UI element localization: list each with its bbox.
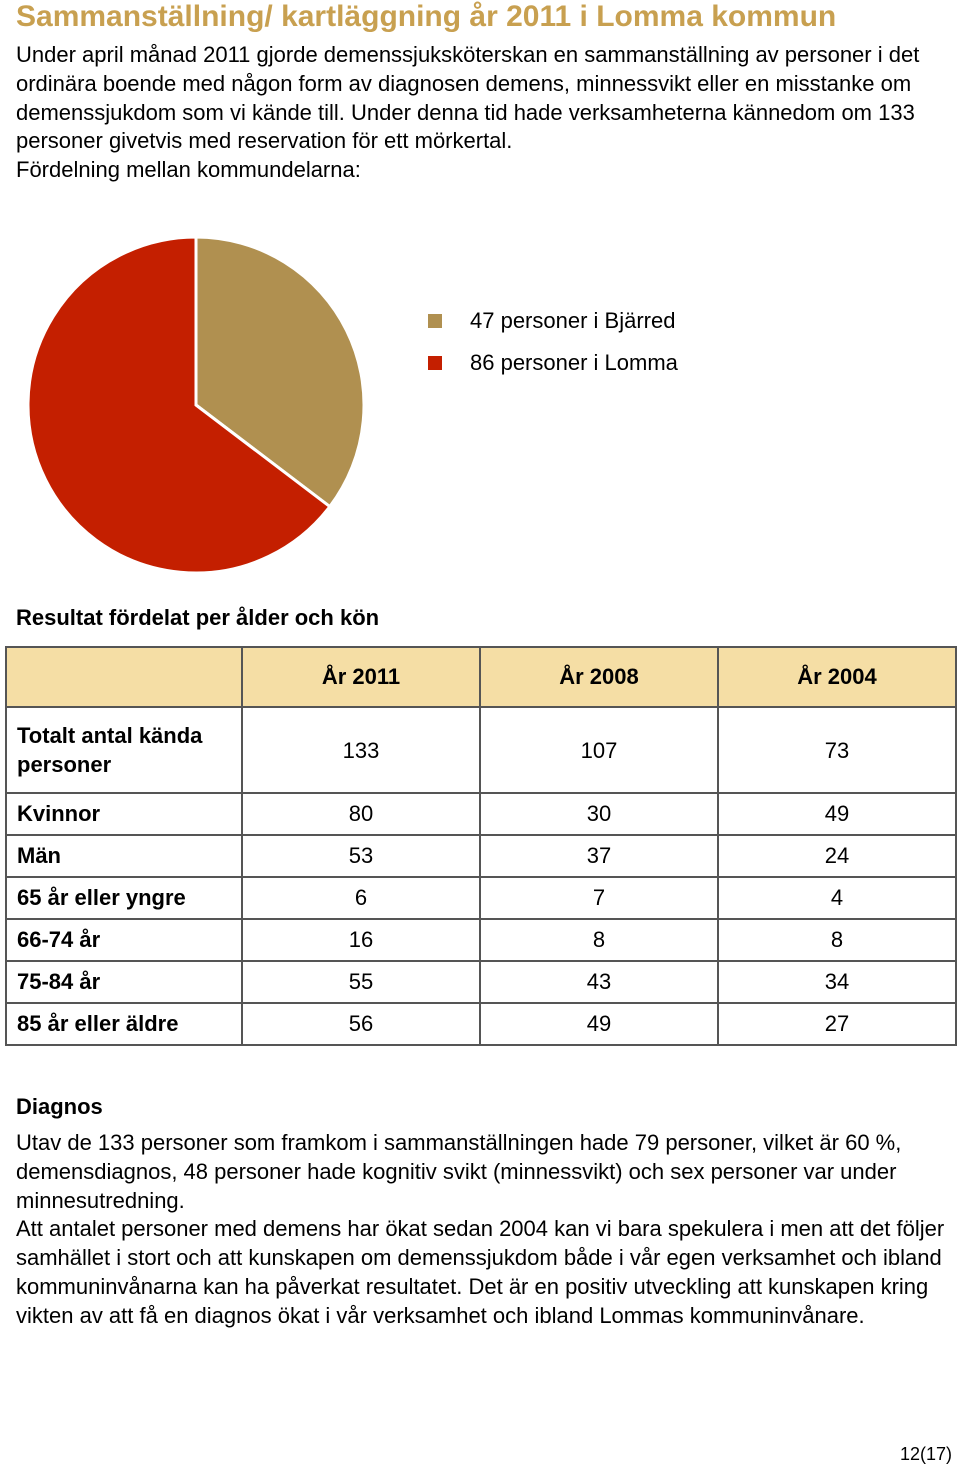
row-label: 66-74 år (5, 918, 243, 962)
row-label: 75-84 år (5, 960, 243, 1004)
cell-2004: 49 (717, 792, 957, 836)
row-label: 85 år eller äldre (5, 1002, 243, 1046)
distribution-label: Fördelning mellan kommundelarna: (16, 157, 361, 183)
row-label: 65 år eller yngre (5, 876, 243, 920)
legend-label-lomma: 86 personer i Lomma (470, 350, 678, 375)
diagnos-paragraph-1: Utav de 133 personer som framkom i samma… (16, 1130, 902, 1213)
results-table: År 2011 År 2008 År 2004 Totalt antal kän… (5, 646, 957, 1046)
table-row: 85 år eller äldre 56 49 27 (5, 1002, 957, 1046)
diagnos-heading: Diagnos (16, 1094, 103, 1119)
table-row: 66-74 år 16 8 8 (5, 918, 957, 962)
cell-2011: 80 (241, 792, 481, 836)
results-heading: Resultat fördelat per ålder och kön (16, 605, 380, 630)
pie-chart (26, 235, 366, 575)
table-row: 65 år eller yngre 6 7 4 (5, 876, 957, 920)
cell-2011: 56 (241, 1002, 481, 1046)
cell-2008: 30 (479, 792, 719, 836)
table-header-2011: År 2011 (241, 646, 481, 708)
row-label: Män (5, 834, 243, 878)
legend-swatch-lomma (428, 356, 442, 370)
cell-2004: 4 (717, 876, 957, 920)
row-label: Kvinnor (5, 792, 243, 836)
cell-2008: 37 (479, 834, 719, 878)
cell-2004: 27 (717, 1002, 957, 1046)
legend-item-bjarred: 47 personer i Bjärred (428, 300, 678, 342)
cell-2008: 7 (479, 876, 719, 920)
table-row: Totalt antal kända personer 133 107 73 (5, 706, 957, 794)
table-row: Män 53 37 24 (5, 834, 957, 878)
cell-2011: 6 (241, 876, 481, 920)
table-header-2008: År 2008 (479, 646, 719, 708)
cell-2011: 55 (241, 960, 481, 1004)
cell-2004: 24 (717, 834, 957, 878)
pie-slice-lomma (26, 235, 332, 575)
chart-legend: 47 personer i Bjärred 86 personer i Lomm… (428, 300, 678, 384)
table-row: Kvinnor 80 30 49 (5, 792, 957, 836)
diagnos-paragraph-2: Att antalet personer med demens har ökat… (16, 1216, 945, 1328)
legend-label-bjarred: 47 personer i Bjärred (470, 308, 676, 333)
cell-2004: 8 (717, 918, 957, 962)
legend-item-lomma: 86 personer i Lomma (428, 342, 678, 384)
cell-2011: 133 (241, 706, 481, 794)
table-header-2004: År 2004 (717, 646, 957, 708)
page-number: 12(17) (899, 1444, 952, 1464)
cell-2004: 34 (717, 960, 957, 1004)
intro-paragraph: Under april månad 2011 gjorde demenssjuk… (16, 42, 920, 154)
pie-slice-bjarred (194, 235, 366, 509)
legend-swatch-bjarred (428, 314, 442, 328)
cell-2008: 49 (479, 1002, 719, 1046)
cell-2011: 16 (241, 918, 481, 962)
cell-2008: 8 (479, 918, 719, 962)
table-header-empty (5, 646, 243, 708)
cell-2004: 73 (717, 706, 957, 794)
diagnos-text: Utav de 133 personer som framkom i samma… (16, 1129, 951, 1331)
table-header-row: År 2011 År 2008 År 2004 (5, 646, 957, 708)
intro-text: Under april månad 2011 gjorde demenssjuk… (16, 41, 951, 185)
cell-2008: 107 (479, 706, 719, 794)
cell-2011: 53 (241, 834, 481, 878)
page-title: Sammanställning/ kartläggning år 2011 i … (16, 0, 837, 33)
cell-2008: 43 (479, 960, 719, 1004)
row-label: Totalt antal kända personer (5, 706, 243, 794)
table-row: 75-84 år 55 43 34 (5, 960, 957, 1004)
